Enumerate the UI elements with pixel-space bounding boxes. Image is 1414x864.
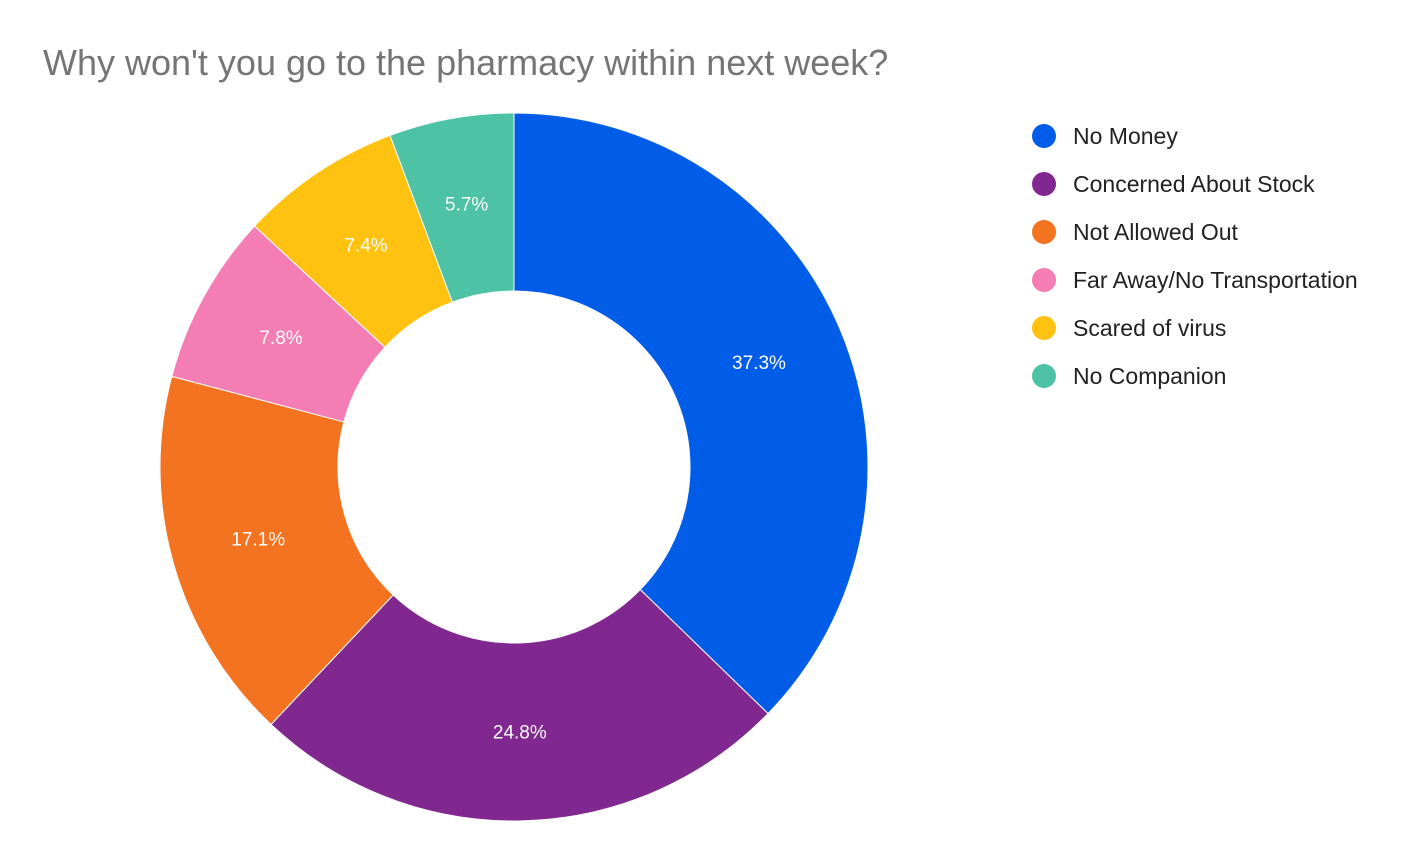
- slice-no-companion: [389, 112, 515, 303]
- legend-item-not-allowed-out: Not Allowed Out: [1032, 208, 1358, 256]
- data-label-not-allowed-out: 17.1%: [231, 529, 285, 550]
- legend-swatch: [1032, 268, 1056, 292]
- donut-data-labels: 37.3% 24.8% 17.1% 7.8% 7.4% 5.7%: [231, 195, 786, 744]
- legend-item-no-companion: No Companion: [1032, 352, 1358, 400]
- legend-label: Far Away/No Transportation: [1073, 266, 1358, 293]
- legend-item-no-money: No Money: [1032, 112, 1358, 160]
- legend-item-concerned-about-stock: Concerned About Stock: [1032, 160, 1358, 208]
- donut-slices: [159, 112, 869, 822]
- chart-legend: No Money Concerned About Stock Not Allowed…: [1032, 112, 1358, 400]
- slice-not-allowed-out: [159, 375, 394, 726]
- legend-swatch: [1032, 220, 1056, 244]
- chart-title: Why won't you go to the pharmacy within …: [43, 42, 889, 83]
- legend-swatch: [1032, 364, 1056, 388]
- slice-concerned-about-stock: [270, 588, 769, 822]
- legend-label: Not Allowed Out: [1073, 218, 1238, 245]
- legend-item-far-away-no-transportation: Far Away/No Transportation: [1032, 256, 1358, 304]
- legend-swatch: [1032, 124, 1056, 148]
- legend-label: No Companion: [1073, 362, 1227, 389]
- data-label-no-companion: 5.7%: [445, 195, 488, 216]
- legend-item-scared-of-virus: Scared of virus: [1032, 304, 1358, 352]
- data-label-scared-of-virus: 7.4%: [344, 235, 387, 256]
- legend-label: No Money: [1073, 122, 1178, 149]
- data-label-far-away-no-transportation: 7.8%: [259, 328, 302, 349]
- legend-label: Concerned About Stock: [1073, 170, 1315, 197]
- data-label-concerned-about-stock: 24.8%: [493, 722, 547, 743]
- legend-label: Scared of virus: [1073, 314, 1227, 341]
- legend-swatch: [1032, 172, 1056, 196]
- slice-no-money: [513, 112, 869, 715]
- legend-swatch: [1032, 316, 1056, 340]
- data-label-no-money: 37.3%: [732, 353, 786, 374]
